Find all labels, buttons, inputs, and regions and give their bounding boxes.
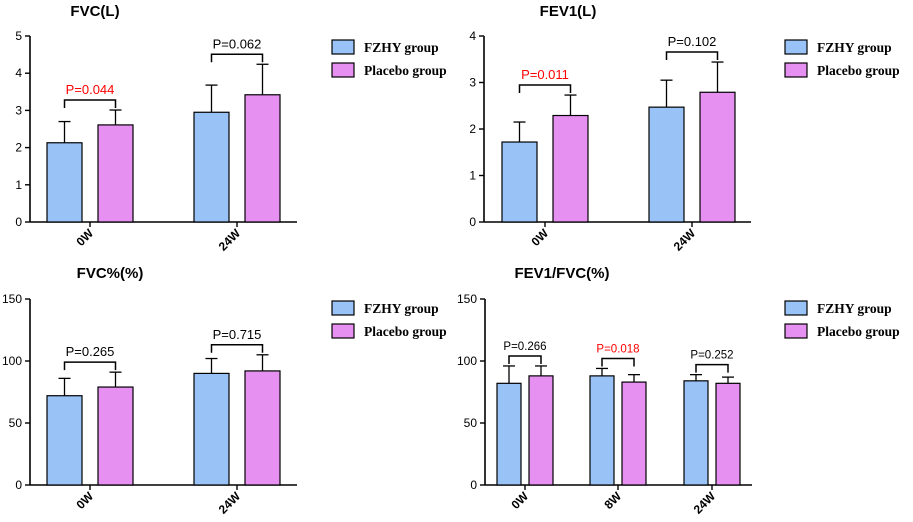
bar-fzhy (46, 395, 83, 486)
chart-title: FVC%(%) (77, 265, 144, 282)
y-tick-label: 150 (2, 292, 22, 306)
p-value-label: P=0.252 (690, 350, 733, 362)
bar-placebo (244, 370, 281, 486)
p-value-label: P=0.044 (66, 82, 115, 97)
y-tick-label: 1 (15, 178, 22, 192)
bar-fzhy (648, 106, 685, 223)
bar-placebo (97, 124, 134, 223)
x-tick-label: 0W (528, 226, 551, 249)
y-tick-label: 150 (457, 292, 477, 306)
p-value-label: P=0.011 (521, 67, 569, 82)
chart-fvc-percent: FVC%(%) 0 50 100 150 P=0.265 0W P=0.715 24W FZHY … (2, 265, 447, 517)
y-tick-label: 0 (469, 215, 476, 229)
y-tick-label: 4 (15, 66, 22, 80)
comparison-bracket (518, 84, 572, 94)
y-tick-label: 4 (469, 29, 476, 43)
bar-fzhy (589, 375, 615, 486)
legend-swatch-placebo (331, 62, 355, 78)
bar-placebo (699, 91, 736, 223)
legend-swatch-fzhy (784, 39, 808, 55)
chart-fev1: FEV1(L) 0 1 2 3 4 P=0.011 0W P=0.102 24W FZHY grou… (469, 3, 900, 254)
legend-swatch-placebo (331, 323, 355, 339)
bar-fzhy (193, 372, 230, 486)
y-tick-label: 0 (15, 215, 22, 229)
y-tick-label: 0 (15, 478, 22, 492)
y-tick-label: 1 (469, 169, 476, 183)
y-tick-label: 2 (469, 122, 476, 136)
chart-title: FEV1(L) (540, 3, 597, 20)
comparison-bracket (210, 53, 264, 63)
legend-swatch-placebo (784, 62, 808, 78)
chart-title: FVC(L) (70, 3, 119, 20)
y-tick-label: 3 (469, 76, 476, 90)
comparison-bracket (665, 51, 719, 61)
y-tick-label: 50 (9, 416, 23, 430)
comparison-bracket (63, 99, 117, 109)
x-tick-label: 24W (671, 226, 699, 254)
y-tick-label: 0 (470, 478, 477, 492)
legend-label-fzhy: FZHY group (817, 40, 892, 55)
legend-label-fzhy: FZHY group (364, 40, 439, 55)
legend-swatch-fzhy (331, 39, 355, 55)
bar-placebo (552, 114, 589, 223)
x-tick-label: 0W (508, 489, 531, 512)
comparison-bracket (695, 363, 729, 373)
legend-swatch-fzhy (331, 300, 355, 316)
chart-fvc: FVC(L) 0 1 2 3 4 5 P=0.044 0W P=0.062 24W FZHY grou… (15, 3, 447, 254)
comparison-bracket (508, 355, 542, 364)
bar-fzhy (501, 141, 538, 223)
comparison-bracket (210, 344, 264, 353)
y-tick-label: 3 (15, 103, 22, 117)
p-value-label: P=0.266 (503, 341, 546, 353)
x-tick-label: 24W (216, 489, 244, 517)
bar-placebo (528, 375, 554, 486)
legend-label-placebo: Placebo group (364, 324, 447, 339)
x-tick-label: 0W (73, 226, 96, 249)
legend-swatch-placebo (784, 323, 808, 339)
bar-placebo (244, 94, 281, 223)
comparison-bracket (601, 357, 635, 367)
y-tick-label: 100 (457, 354, 477, 368)
p-value-label: P=0.102 (668, 34, 717, 49)
y-tick-label: 2 (15, 141, 22, 155)
y-tick-label: 50 (464, 416, 478, 430)
bar-fzhy (683, 380, 709, 486)
bar-placebo (715, 382, 741, 486)
p-value-label: P=0.265 (66, 344, 115, 359)
x-tick-label: 24W (691, 489, 719, 517)
y-tick-label: 5 (15, 29, 22, 43)
chart-fev1-fvc: FEV1/FVC(%) 0 50 100 150 P=0.266 0W P=0.018 8W P=… (457, 265, 900, 517)
bar-fzhy (496, 382, 522, 486)
x-tick-label: 8W (601, 489, 624, 512)
legend-label-placebo: Placebo group (817, 63, 900, 78)
legend-label-fzhy: FZHY group (364, 301, 439, 316)
legend-swatch-fzhy (784, 300, 808, 316)
bar-fzhy (193, 111, 230, 223)
bar-fzhy (46, 142, 83, 223)
legend-label-fzhy: FZHY group (817, 301, 892, 316)
comparison-bracket (63, 361, 117, 371)
legend-label-placebo: Placebo group (817, 324, 900, 339)
chart-title: FEV1/FVC(%) (514, 265, 609, 282)
x-tick-label: 0W (73, 489, 96, 512)
x-tick-label: 24W (216, 226, 244, 254)
p-value-label: P=0.062 (213, 36, 262, 51)
y-tick-label: 100 (2, 354, 22, 368)
bar-placebo (621, 381, 647, 486)
bar-placebo (97, 386, 134, 486)
p-value-label: P=0.715 (213, 327, 262, 342)
legend-label-placebo: Placebo group (364, 63, 447, 78)
p-value-label: P=0.018 (596, 343, 639, 355)
